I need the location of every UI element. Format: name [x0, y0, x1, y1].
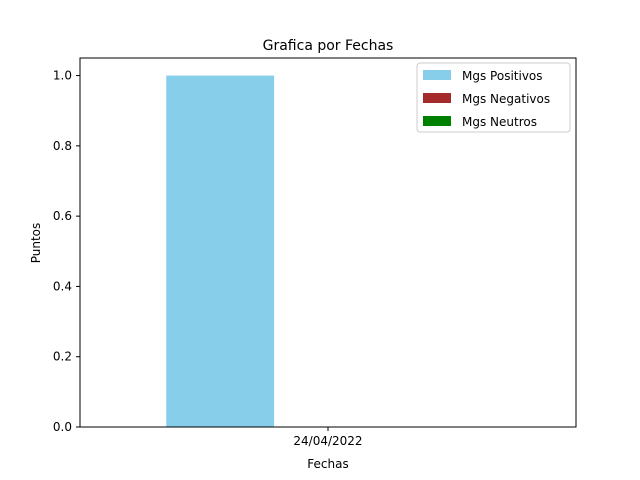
- y-tick-label: 0.8: [53, 139, 72, 153]
- legend: Mgs Positivos Mgs Negativos Mgs Neutros: [416, 62, 571, 133]
- legend-swatch: [423, 93, 451, 103]
- x-axis-label: Fechas: [307, 457, 348, 471]
- y-tick-label: 0.4: [53, 279, 72, 293]
- legend-swatch: [423, 70, 451, 80]
- chart-title: Grafica por Fechas: [263, 38, 394, 54]
- y-axis-label: Puntos: [29, 223, 43, 264]
- legend-label: Mgs Positivos: [462, 69, 543, 83]
- y-tick-label: 0.6: [53, 209, 72, 223]
- legend-box: [416, 62, 571, 133]
- y-tick-label: 0.2: [53, 350, 72, 364]
- x-axis: 24/04/2022: [293, 427, 363, 448]
- bar: [166, 75, 275, 428]
- y-tick-label: 0.0: [53, 420, 72, 434]
- legend-swatch: [423, 116, 451, 126]
- y-tick-label: 1.0: [53, 69, 72, 83]
- y-axis: 0.0 0.2 0.4 0.6 0.8 1.0: [53, 69, 80, 434]
- legend-label: Mgs Negativos: [462, 92, 550, 106]
- legend-label: Mgs Neutros: [462, 115, 537, 129]
- bars-layer: [166, 75, 275, 428]
- x-tick-label: 24/04/2022: [293, 434, 362, 448]
